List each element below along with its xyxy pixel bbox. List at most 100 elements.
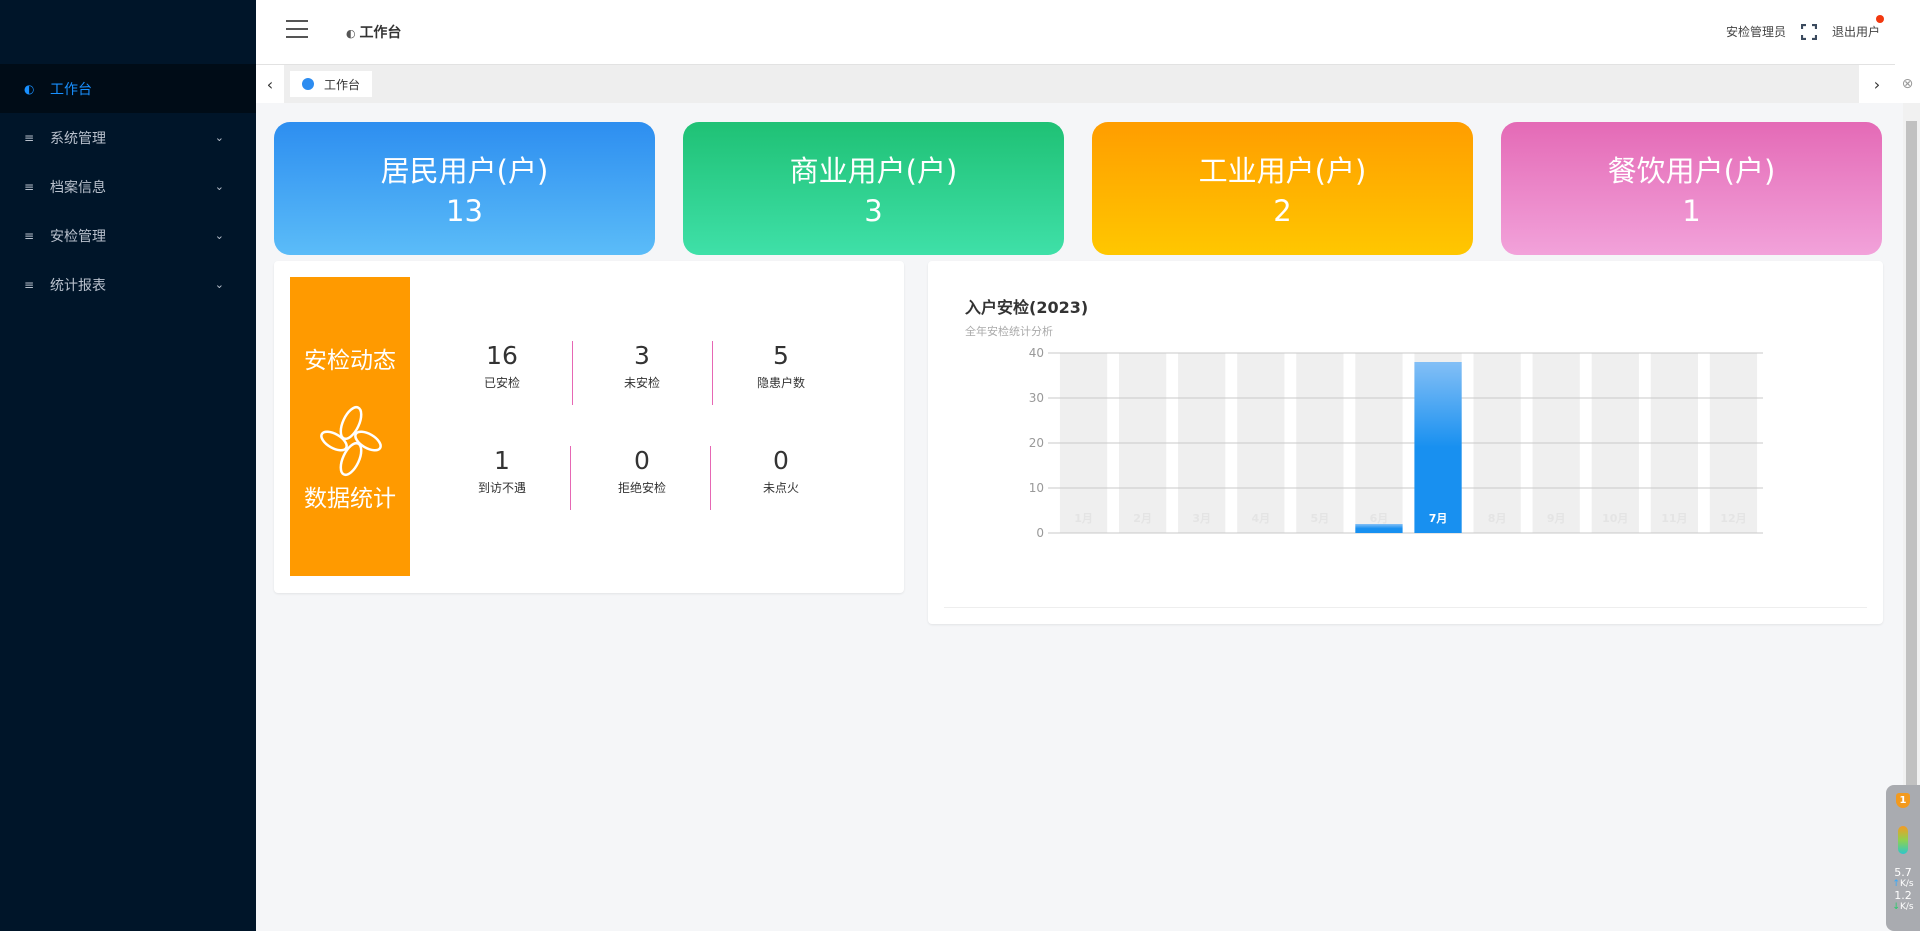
x-tick-label: 11月 [1661, 512, 1687, 525]
y-tick-label: 20 [1029, 436, 1044, 450]
chevron-down-icon: ⌄ [214, 229, 224, 242]
download-speed: 1.2 [1894, 889, 1912, 902]
stat-item: 1 到访不遇 [432, 446, 572, 496]
x-tick-label: 4月 [1251, 512, 1270, 525]
card-title: 居民用户(户) [380, 154, 549, 188]
summary-card: 工业用户(户) 2 [1092, 122, 1473, 255]
stat-value: 0 [634, 446, 650, 475]
divider [712, 341, 713, 405]
x-tick-label: 12月 [1720, 512, 1746, 525]
summary-card: 餐饮用户(户) 1 [1501, 122, 1882, 255]
y-tick-label: 10 [1029, 481, 1044, 495]
chart-subtitle: 全年安检统计分析 [965, 325, 1053, 338]
menu-toggle-icon[interactable] [286, 20, 308, 38]
card-value: 3 [864, 194, 883, 228]
sidebar-item-3[interactable]: ≡ 安检管理 ⌄ [0, 211, 256, 260]
bar [1355, 524, 1403, 533]
card-title: 工业用户(户) [1198, 154, 1367, 188]
sidebar-item-label: 统计报表 [50, 277, 106, 294]
stat-value: 0 [773, 446, 789, 475]
tab-scroll-right-button[interactable]: › [1859, 65, 1895, 103]
tab-scroll-left-button[interactable]: ‹ [256, 65, 284, 103]
scrollbar[interactable] [1903, 103, 1920, 931]
card-title: 餐饮用户(户) [1607, 154, 1776, 188]
stat-item: 5 隐患户数 [711, 341, 851, 391]
x-tick-label: 7月 [1429, 512, 1448, 525]
chart-panel: 入户安检(2023) 全年安检统计分析 0 10 20 30 40 1月 2月 3月 4月 5月 6… [928, 261, 1883, 624]
card-title: 商业用户(户) [789, 154, 958, 188]
stats-title-top: 安检动态 [304, 348, 396, 374]
shield-badge-icon: 1 [1896, 793, 1910, 808]
logout-button[interactable]: 退出用户 [1832, 25, 1881, 39]
username[interactable]: 安检管理员 [1726, 25, 1787, 39]
arrow-up-icon: ↑ [1892, 879, 1900, 889]
gauge-icon [1898, 826, 1908, 854]
chevron-down-icon: ⌄ [214, 180, 224, 193]
stats-title-bottom: 数据统计 [304, 486, 396, 512]
divider [710, 446, 711, 510]
x-tick-label: 8月 [1488, 512, 1507, 525]
breadcrumb: ◐ 工作台 [346, 25, 402, 41]
planet-icon: ◐ [24, 81, 35, 96]
stat-label: 未安检 [623, 376, 660, 390]
menu-icon: ≡ [24, 228, 35, 243]
sidebar-item-label: 系统管理 [50, 130, 106, 147]
stat-label: 到访不遇 [477, 481, 526, 495]
y-tick-label: 40 [1029, 346, 1044, 360]
card-value: 13 [446, 194, 483, 228]
y-tick-label: 30 [1029, 391, 1044, 405]
fullscreen-icon[interactable] [1801, 24, 1817, 40]
sidebar: ◐ 工作台 ≡ 系统管理 ⌄ ≡ 档案信息 ⌄ ≡ 安检管理 ⌄ ≡ 统计报表 ⌄ [0, 0, 256, 931]
arrow-down-icon: ↓ [1892, 902, 1900, 912]
sidebar-item-label: 档案信息 [50, 179, 106, 196]
stat-item: 0 拒绝安检 [572, 446, 712, 496]
x-tick-label: 10月 [1602, 512, 1628, 525]
header: ◐ 工作台 安检管理员 退出用户 [256, 0, 1920, 64]
fan-icon [320, 405, 382, 477]
scrollbar-thumb[interactable] [1906, 121, 1917, 811]
x-tick-label: 9月 [1547, 512, 1566, 525]
close-all-tabs-icon[interactable]: ⊗ [1895, 64, 1920, 103]
stat-item: 16 已安检 [432, 341, 572, 391]
sidebar-item-0[interactable]: ◐ 工作台 [0, 64, 256, 113]
chevron-down-icon: ⌄ [214, 131, 224, 144]
stat-label: 拒绝安检 [617, 481, 666, 495]
x-tick-label: 1月 [1074, 512, 1093, 525]
menu-icon: ≡ [24, 130, 35, 145]
planet-icon: ◐ [346, 27, 360, 40]
sidebar-item-label: 安检管理 [50, 228, 106, 245]
menu-icon: ≡ [24, 277, 35, 292]
stat-value: 1 [494, 446, 510, 475]
x-tick-label: 6月 [1370, 512, 1389, 525]
divider [570, 446, 571, 510]
stat-value: 3 [634, 341, 650, 370]
sidebar-item-2[interactable]: ≡ 档案信息 ⌄ [0, 162, 256, 211]
stat-label: 隐患户数 [756, 376, 805, 390]
stat-item: 0 未点火 [711, 446, 851, 496]
tab-workbench[interactable]: 工作台 [290, 71, 373, 97]
card-value: 2 [1273, 194, 1292, 228]
summary-card: 居民用户(户) 13 [274, 122, 655, 255]
stat-value: 5 [773, 341, 789, 370]
chart-title: 入户安检(2023) [965, 298, 1089, 317]
summary-card: 商业用户(户) 3 [683, 122, 1064, 255]
y-tick-label: 0 [1036, 526, 1044, 540]
sidebar-item-label: 工作台 [50, 81, 92, 98]
stat-item: 3 未安检 [572, 341, 712, 391]
sidebar-item-4[interactable]: ≡ 统计报表 ⌄ [0, 260, 256, 309]
bar-chart: 0 10 20 30 40 1月 2月 3月 4月 5月 6月 7月 8月 9月 10月 11月 12月 [1029, 346, 1763, 540]
x-tick-label: 2月 [1133, 512, 1152, 525]
bar [1414, 362, 1462, 533]
divider [572, 341, 573, 405]
stat-label: 已安检 [483, 376, 520, 390]
tab-bar: ‹ 工作台 › [256, 64, 1895, 103]
sidebar-item-1[interactable]: ≡ 系统管理 ⌄ [0, 113, 256, 162]
card-value: 1 [1682, 194, 1701, 228]
stat-label: 未点火 [762, 481, 799, 495]
x-tick-label: 3月 [1192, 512, 1211, 525]
upload-speed: 5.7 [1894, 866, 1912, 879]
network-speed-widget[interactable]: 1 5.7 ↑K/s 1.2 ↓K/s [1886, 785, 1920, 931]
tab-dot-icon [302, 78, 314, 90]
divider [944, 607, 1867, 608]
stats-banner: 安检动态 数据统计 [290, 277, 410, 576]
